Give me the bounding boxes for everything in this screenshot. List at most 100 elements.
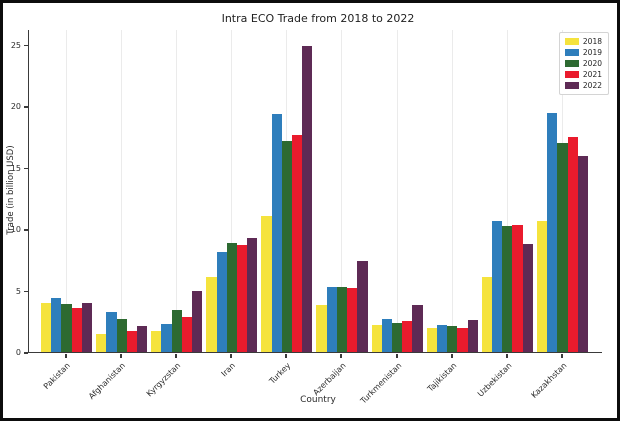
bar-2021-azerbaijan: [347, 288, 358, 352]
bar-2021-iran: [236, 245, 248, 352]
bar-2019-pakistan: [51, 298, 62, 352]
bar-2020-tajikistan: [447, 326, 458, 352]
x-tick-mark: [506, 354, 508, 358]
legend-swatch-2018: [564, 38, 579, 45]
bar-2022-azerbaijan: [357, 261, 368, 352]
y-tick-label: 10: [10, 225, 21, 235]
x-tick-label: Tajikistan: [425, 361, 458, 394]
bar-2020-turkey: [281, 141, 293, 352]
bar-2020-pakistan: [61, 304, 72, 352]
chart-title: Intra ECO Trade from 2018 to 2022: [221, 12, 415, 25]
bars-row: [29, 30, 602, 352]
y-tick-mark: [24, 352, 28, 354]
gridline: [341, 30, 342, 352]
y-tick-label: 5: [15, 286, 21, 296]
gridline: [121, 30, 122, 352]
y-axis-label: Trade (in billion USD): [6, 145, 16, 235]
bar-2018-turkmenistan: [371, 325, 382, 352]
y-tick-label: 25: [10, 40, 21, 50]
x-tick-mark: [285, 354, 287, 358]
bar-2021-pakistan: [71, 307, 82, 352]
bar-2021-tajikistan: [457, 327, 468, 352]
y-tick-label: 20: [10, 102, 21, 112]
bar-2019-tajikistan: [436, 325, 448, 352]
y-tick-label: 15: [10, 163, 21, 173]
x-tick-label: Iran: [219, 361, 237, 379]
legend-swatch-2021: [564, 71, 579, 78]
x-tick-label: Uzbekistan: [475, 361, 514, 399]
y-tick-mark: [24, 106, 28, 108]
bar-2022-iran: [247, 238, 258, 352]
x-tick-label: Kyrgyzstan: [144, 361, 182, 399]
bar-2022-uzbekistan: [522, 244, 533, 352]
bar-2021-kazakhstan: [567, 136, 578, 352]
plot-area: 2018 2019 2020 2021 2022: [28, 30, 609, 353]
bar-group-kazakhstan: [535, 30, 590, 352]
bar-2018-azerbaijan: [316, 305, 327, 352]
legend-swatch-2022: [564, 82, 579, 89]
bar-2020-iran: [226, 243, 237, 352]
bar-2022-turkmenistan: [412, 305, 423, 352]
x-tick-mark: [340, 354, 342, 358]
gridline: [452, 30, 453, 352]
legend-item-2021: 2021: [564, 69, 602, 80]
x-tick-mark: [396, 354, 398, 358]
x-tick-label: Turkey: [267, 361, 292, 386]
bar-2018-turkey: [261, 216, 272, 352]
bar-2019-turkey: [271, 114, 282, 352]
bar-2019-iran: [216, 251, 227, 352]
bar-group-turkey: [259, 30, 314, 352]
x-tick-mark: [120, 354, 122, 358]
legend-item-2018: 2018: [564, 36, 602, 47]
bar-2021-turkmenistan: [402, 321, 413, 352]
bar-group-turkmenistan: [370, 30, 425, 352]
bar-2018-pakistan: [41, 303, 52, 352]
x-tick-mark: [65, 354, 67, 358]
bar-2018-kazakhstan: [536, 221, 548, 352]
y-tick-mark: [24, 44, 28, 47]
bar-2021-kyrgyzstan: [181, 316, 193, 352]
x-tick-mark: [175, 354, 177, 358]
y-tick-label: 0: [15, 348, 21, 357]
gridline: [231, 30, 232, 352]
legend-label: 2022: [582, 80, 602, 90]
gridline: [397, 30, 398, 352]
bar-2022-afghanistan: [136, 326, 148, 352]
bar-2019-uzbekistan: [491, 221, 503, 352]
bar-group-uzbekistan: [480, 30, 535, 352]
legend-label: 2021: [582, 69, 602, 79]
legend-item-2019: 2019: [564, 47, 602, 58]
legend-swatch-2019: [564, 49, 579, 56]
bar-2022-kyrgyzstan: [192, 290, 203, 352]
bar-2022-pakistan: [81, 303, 93, 352]
legend-item-2020: 2020: [564, 58, 602, 69]
bar-2022-kazakhstan: [577, 156, 588, 352]
bar-group-kyrgyzstan: [149, 30, 204, 352]
x-tick-mark: [230, 354, 232, 358]
bar-2018-afghanistan: [96, 333, 107, 352]
legend-item-2022: 2022: [564, 80, 602, 91]
gridline: [176, 30, 177, 352]
bar-group-pakistan: [39, 30, 94, 352]
bar-2020-turkmenistan: [392, 322, 403, 352]
legend-label: 2019: [582, 47, 602, 57]
y-tick-mark: [24, 167, 28, 170]
bar-2020-kazakhstan: [557, 142, 568, 352]
bar-group-afghanistan: [94, 30, 149, 352]
bar-2022-turkey: [302, 45, 313, 352]
legend-label: 2018: [582, 36, 602, 46]
bar-group-tajikistan: [425, 30, 480, 352]
y-tick-mark: [24, 290, 28, 293]
x-tick-mark: [561, 354, 563, 358]
bar-2022-tajikistan: [467, 320, 478, 352]
bar-2020-azerbaijan: [336, 287, 348, 352]
bar-2018-iran: [206, 277, 217, 352]
legend-swatch-2020: [564, 60, 579, 67]
x-axis-label: Country: [300, 395, 336, 405]
bar-2019-turkmenistan: [381, 318, 392, 352]
y-tick-mark: [24, 229, 28, 231]
bar-2018-tajikistan: [426, 327, 437, 352]
x-tick-mark: [451, 354, 453, 358]
bar-2020-uzbekistan: [502, 225, 513, 352]
